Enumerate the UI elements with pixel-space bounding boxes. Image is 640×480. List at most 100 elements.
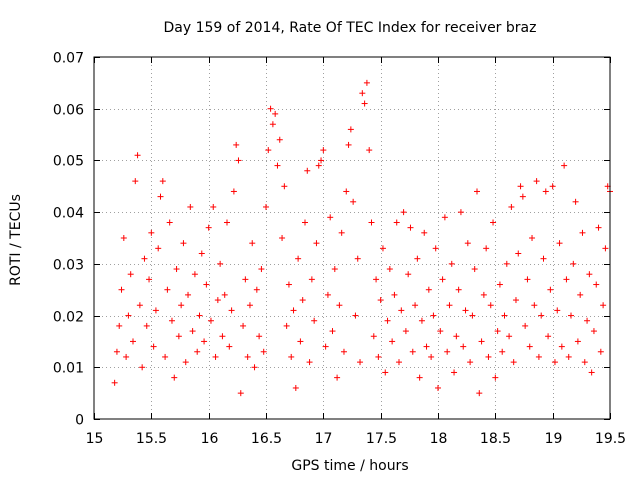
data-point <box>570 260 577 267</box>
data-point <box>224 219 231 226</box>
data-point <box>522 322 529 329</box>
data-point <box>210 203 217 210</box>
data-point <box>125 312 132 319</box>
data-point <box>473 188 480 195</box>
data-point <box>584 317 591 324</box>
data-point <box>329 328 336 335</box>
data-point <box>457 209 464 216</box>
data-point <box>214 297 221 304</box>
data-point <box>545 333 552 340</box>
data-point <box>418 317 425 324</box>
axis-ticks <box>94 57 611 420</box>
data-point <box>244 353 251 360</box>
data-point <box>554 307 561 314</box>
data-point <box>586 271 593 278</box>
data-point <box>535 353 542 360</box>
x-tick-label: 19.5 <box>595 431 626 447</box>
data-point <box>132 178 139 185</box>
data-point <box>221 291 228 298</box>
data-point <box>228 307 235 314</box>
data-point <box>120 235 127 241</box>
data-point <box>471 266 478 273</box>
data-point <box>299 297 306 304</box>
data-point <box>212 353 219 360</box>
data-point <box>446 302 453 309</box>
data-point <box>301 219 308 226</box>
data-point <box>519 193 526 200</box>
data-point <box>267 105 274 112</box>
data-point <box>574 338 581 345</box>
data-point <box>386 266 393 273</box>
data-point <box>412 302 419 309</box>
data-point <box>308 276 315 283</box>
data-point <box>506 333 513 340</box>
data-point <box>396 359 403 366</box>
y-tick-label: 0.07 <box>53 51 84 67</box>
x-tick-label: 16 <box>201 431 219 447</box>
data-point <box>405 271 412 278</box>
data-point <box>464 240 471 247</box>
data-point <box>460 343 467 350</box>
data-point <box>593 281 600 288</box>
data-point <box>352 312 359 319</box>
y-tick-label: 0.05 <box>53 154 84 170</box>
data-point <box>428 353 435 360</box>
data-point <box>542 188 549 195</box>
data-point <box>373 276 380 283</box>
plot-frame <box>93 56 611 420</box>
data-point <box>402 328 409 335</box>
data-point <box>565 353 572 360</box>
data-point <box>235 157 242 164</box>
data-point <box>416 374 423 381</box>
data-point <box>187 203 194 210</box>
data-point <box>444 348 451 355</box>
data-point <box>269 121 276 128</box>
data-point <box>350 198 357 205</box>
data-point <box>338 229 345 236</box>
data-point <box>540 255 547 262</box>
x-tick-label: 15.5 <box>136 431 167 447</box>
data-point <box>113 348 120 355</box>
data-point <box>389 338 396 345</box>
data-point <box>295 255 302 262</box>
data-point <box>366 147 373 154</box>
data-point <box>568 312 575 319</box>
data-point <box>455 286 462 293</box>
data-point <box>320 147 327 154</box>
data-point <box>354 255 361 262</box>
data-point <box>441 214 448 221</box>
grid-lines <box>94 57 610 419</box>
data-point <box>171 374 178 381</box>
data-point <box>581 359 588 366</box>
data-point <box>382 369 389 376</box>
data-point <box>263 203 269 210</box>
data-point <box>141 255 148 262</box>
data-point <box>233 141 240 148</box>
data-point <box>260 348 267 355</box>
data-point <box>563 276 570 283</box>
data-point <box>127 271 134 278</box>
y-tick-label: 0.03 <box>53 258 84 274</box>
data-point <box>249 240 256 247</box>
data-point <box>363 79 370 86</box>
data-point <box>258 266 265 273</box>
y-tick-label: 0.02 <box>53 310 84 326</box>
data-point <box>118 286 125 293</box>
data-point <box>391 291 398 298</box>
data-point <box>185 291 192 298</box>
data-point <box>283 322 290 329</box>
data-point <box>340 348 347 355</box>
data-point <box>256 333 263 340</box>
x-tick-label: 18 <box>430 431 448 447</box>
y-tick-label: 0.06 <box>53 103 84 119</box>
data-point <box>409 348 416 355</box>
data-point <box>331 266 338 273</box>
data-point <box>205 224 212 231</box>
data-point <box>155 245 162 252</box>
data-point <box>162 353 169 360</box>
data-point <box>462 307 469 314</box>
data-point <box>334 374 341 381</box>
data-point <box>533 178 540 185</box>
data-point <box>318 157 325 164</box>
data-point <box>398 307 405 314</box>
